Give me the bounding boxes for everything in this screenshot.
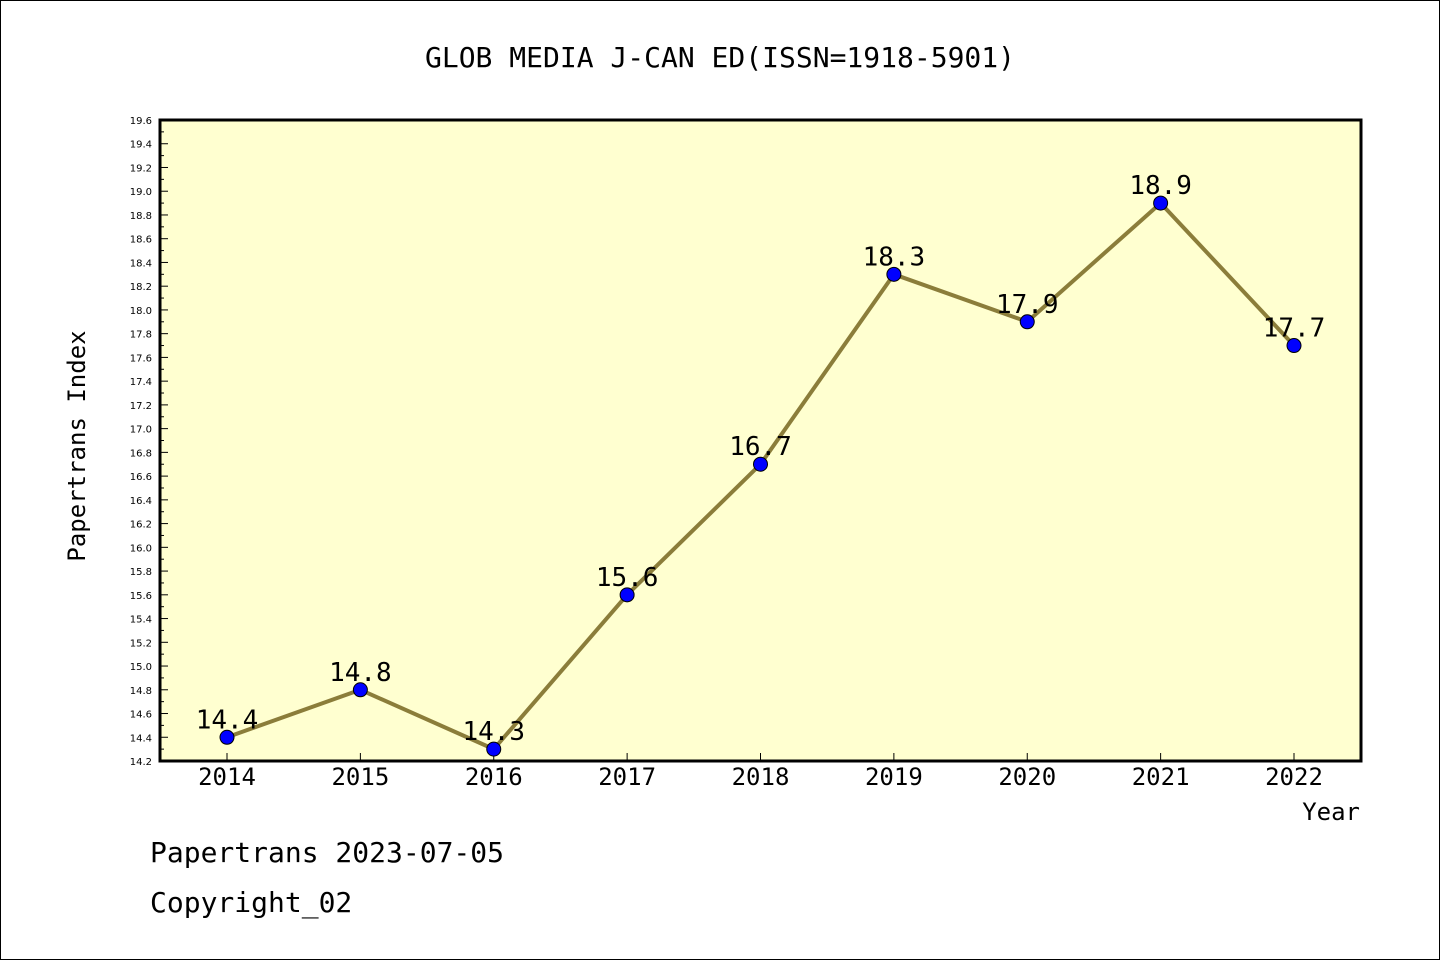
series-group: 14.4 14.8 14.3 15.6 16.7 18.3 17.9 18.9 17.7 (196, 171, 1326, 757)
y-tick-label: 19.4 (130, 140, 152, 151)
data-point (1019, 314, 1035, 330)
data-label: 17.9 (996, 290, 1059, 320)
y-tick-label: 14.8 (130, 686, 152, 697)
x-tick-label: 2021 (1132, 763, 1190, 791)
plot-area (158, 118, 1363, 763)
x-tick-label: 2015 (331, 763, 389, 791)
y-tick-label: 17.0 (130, 425, 152, 436)
x-tick-label: 2020 (998, 763, 1056, 791)
y-axis-label: Papertrans Index (63, 330, 91, 561)
data-point (1286, 338, 1302, 354)
y-tick-label: 15.4 (130, 615, 152, 626)
y-tick-label: 15.0 (130, 662, 152, 673)
y-tick-label: 14.2 (130, 757, 152, 768)
y-tick-label: 17.8 (130, 330, 152, 341)
y-tick-label: 14.4 (130, 733, 152, 744)
data-point (753, 456, 768, 472)
data-label: 14.4 (196, 705, 259, 735)
data-label: 17.7 (1263, 314, 1326, 344)
x-tick-label: 2017 (598, 763, 656, 791)
data-label: 16.7 (729, 432, 792, 462)
x-tick-label: 2018 (732, 763, 790, 791)
x-axis-ticks: 2014 2015 2016 2017 2018 2019 2020 2021 2022 (198, 753, 1323, 791)
y-tick-label: 17.4 (130, 377, 152, 388)
y-tick-label: 19.0 (130, 187, 152, 198)
data-point (486, 741, 502, 757)
x-tick-label: 2016 (465, 763, 523, 791)
y-tick-label: 15.8 (130, 567, 152, 578)
x-tick-label: 2022 (1265, 763, 1323, 791)
footer-date: Papertrans 2023-07-05 (150, 836, 505, 869)
chart-title: GLOB MEDIA J-CAN ED(ISSN=1918-5901) (425, 41, 1015, 74)
data-label: 14.3 (462, 717, 525, 747)
data-point (1153, 195, 1169, 211)
y-tick-label: 14.6 (130, 710, 152, 721)
x-tick-label: 2014 (198, 763, 256, 791)
y-tick-label: 17.2 (130, 401, 152, 412)
y-tick-label: 16.2 (130, 520, 152, 531)
data-point (352, 682, 368, 698)
y-tick-label: 17.6 (130, 353, 152, 364)
y-tick-label: 18.4 (130, 258, 152, 269)
y-tick-label: 19.2 (130, 163, 152, 174)
x-tick-label: 2019 (865, 763, 923, 791)
data-label: 18.3 (863, 242, 926, 272)
y-tick-label: 18.2 (130, 282, 152, 293)
x-axis-label: Year (1302, 798, 1360, 826)
y-axis-ticks: 14.2 14.4 14.6 14.8 15.0 15.2 15.4 15.6 15.8 16.0… (130, 116, 168, 768)
data-label: 18.9 (1129, 171, 1192, 201)
data-point (619, 587, 635, 603)
data-point (219, 729, 235, 745)
y-tick-label: 15.6 (130, 591, 152, 602)
y-tick-label: 16.6 (130, 472, 152, 483)
y-tick-label: 16.8 (130, 448, 152, 459)
footer-copyright: Copyright_02 (150, 886, 353, 919)
y-tick-label: 16.0 (130, 543, 152, 554)
y-tick-label: 18.8 (130, 211, 152, 222)
y-tick-label: 18.0 (130, 306, 152, 317)
data-label: 14.8 (329, 658, 392, 688)
data-label: 15.6 (596, 563, 659, 593)
y-tick-label: 16.4 (130, 496, 152, 507)
y-tick-label: 19.6 (130, 116, 152, 127)
y-tick-label: 15.2 (130, 638, 152, 649)
y-tick-label: 18.6 (130, 235, 152, 246)
data-point (886, 266, 902, 282)
